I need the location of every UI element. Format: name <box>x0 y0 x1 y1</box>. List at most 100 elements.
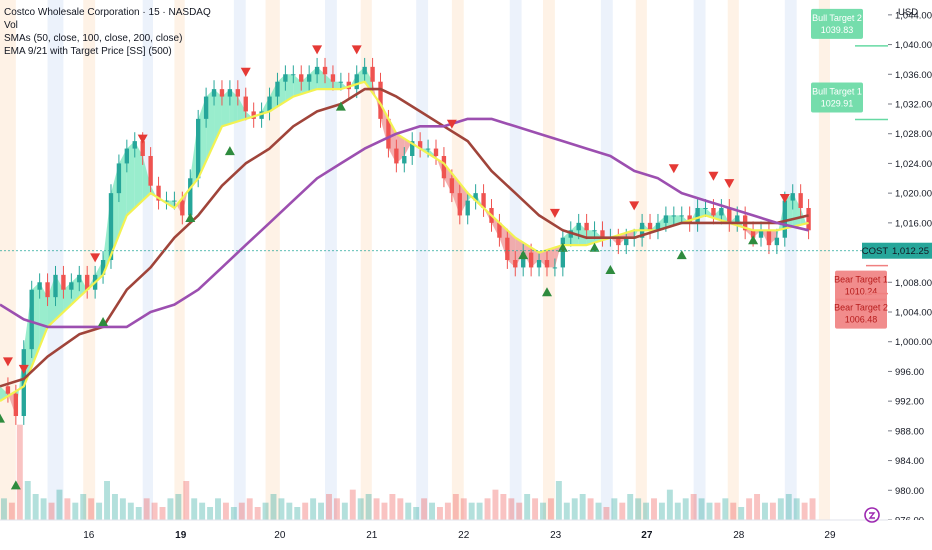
target-name: Bull Target 1 <box>812 87 862 97</box>
volume-bar <box>762 502 768 520</box>
volume-bar <box>119 498 126 520</box>
candle-body <box>727 208 732 223</box>
moving-average-lines <box>0 80 809 403</box>
session-band <box>0 0 16 520</box>
volume-bar <box>516 502 523 520</box>
candle-body <box>227 89 233 97</box>
volume-bars <box>1 424 816 520</box>
candle-body <box>425 148 431 150</box>
volume-bar <box>286 502 293 520</box>
candle-body <box>576 222 581 231</box>
volume-bar <box>651 498 657 520</box>
candle-body <box>299 74 304 82</box>
candle-body <box>370 66 375 82</box>
x-tick-label: 20 <box>274 530 286 541</box>
candle-body <box>211 89 217 97</box>
buy-signal-icon <box>98 317 109 326</box>
candle-body <box>497 222 502 238</box>
volume-bar <box>262 502 269 520</box>
tradingview-logo-icon[interactable] <box>864 507 880 523</box>
volume-bar <box>777 498 784 520</box>
volume-bar <box>643 502 650 520</box>
candle-body <box>172 200 177 202</box>
session-band <box>360 0 372 520</box>
volume-bar <box>88 498 95 520</box>
candle-body <box>100 260 106 275</box>
time-axis[interactable]: 16 19 20 21 22 23 27 28 29 <box>0 519 932 550</box>
session-band <box>416 0 429 520</box>
x-tick-label: 22 <box>458 530 470 541</box>
volume-bar <box>571 498 578 520</box>
candle-body <box>291 74 296 76</box>
buy-signal-icon <box>185 213 196 222</box>
candle-body <box>719 208 724 216</box>
candle-body <box>378 81 383 119</box>
y-tick-label: 1,044.00 <box>895 10 932 21</box>
sell-signal-icon <box>708 171 719 181</box>
volume-bar <box>746 498 753 520</box>
candle-body <box>219 89 225 97</box>
volume-bar <box>8 502 15 520</box>
sell-signal-icon <box>240 67 251 77</box>
symbol-title[interactable]: Costco Wholesale Corporation · 15 · NASD… <box>4 7 211 18</box>
candle-body <box>251 111 256 119</box>
y-tick-label: 1,024.00 <box>895 159 932 170</box>
target-box <box>811 8 863 39</box>
sma-legend[interactable]: SMAs (50, close, 100, close, 200, close) <box>4 33 183 44</box>
volume-bar <box>230 507 237 520</box>
volume-bar <box>635 498 642 520</box>
volume-bar <box>547 498 554 520</box>
volume-bar <box>341 502 348 520</box>
ma-line <box>0 117 809 329</box>
candle-body <box>314 66 320 75</box>
volume-legend[interactable]: Vol <box>4 20 18 31</box>
volume-bar <box>468 502 475 520</box>
volume-bar <box>191 498 198 520</box>
volume-bar <box>706 502 713 520</box>
volume-bar <box>1 498 7 520</box>
volume-bar <box>64 498 71 520</box>
y-tick-label: 1,036.00 <box>895 70 932 81</box>
candle-body <box>5 386 11 394</box>
candle-body <box>798 193 803 208</box>
candle-body <box>774 237 780 246</box>
candle-body <box>750 230 756 238</box>
ema-legend[interactable]: EMA 9/21 with Target Price [SS] (500) <box>4 46 172 57</box>
candle-body <box>338 81 344 83</box>
volume-bar <box>238 502 245 520</box>
candle-body <box>45 282 50 298</box>
y-tick-label: 1,032.00 <box>895 100 932 111</box>
volume-bar <box>278 498 285 520</box>
candle-body <box>402 156 407 164</box>
candle-body <box>108 193 114 260</box>
volume-bar <box>587 498 594 520</box>
time-axis-bg <box>0 520 932 550</box>
candle-body <box>267 96 272 112</box>
candle-body <box>235 89 240 97</box>
candle-body <box>536 260 542 268</box>
volume-bar <box>603 507 610 520</box>
volume-bar <box>302 502 309 520</box>
target-value: 1039.83 <box>821 25 854 35</box>
volume-bar <box>175 494 182 520</box>
candle-body <box>188 178 193 216</box>
session-band <box>142 0 153 520</box>
volume-bar <box>452 494 459 520</box>
candle-body <box>116 163 122 194</box>
buy-signal-icon <box>557 242 568 252</box>
volume-bar <box>658 502 665 520</box>
candle-body <box>671 215 676 217</box>
volume-bar <box>682 498 689 520</box>
ema-cloud-segment <box>134 141 143 208</box>
y-tick-label: 1,008.00 <box>895 278 932 289</box>
candle-body <box>679 215 684 217</box>
sell-signal-icon <box>668 164 679 174</box>
volume-bar <box>135 507 142 520</box>
candle-body <box>124 148 130 164</box>
volume-bar <box>627 494 634 520</box>
x-tick-label: 16 <box>83 530 95 541</box>
session-band <box>727 0 739 520</box>
candle-body <box>203 96 209 119</box>
